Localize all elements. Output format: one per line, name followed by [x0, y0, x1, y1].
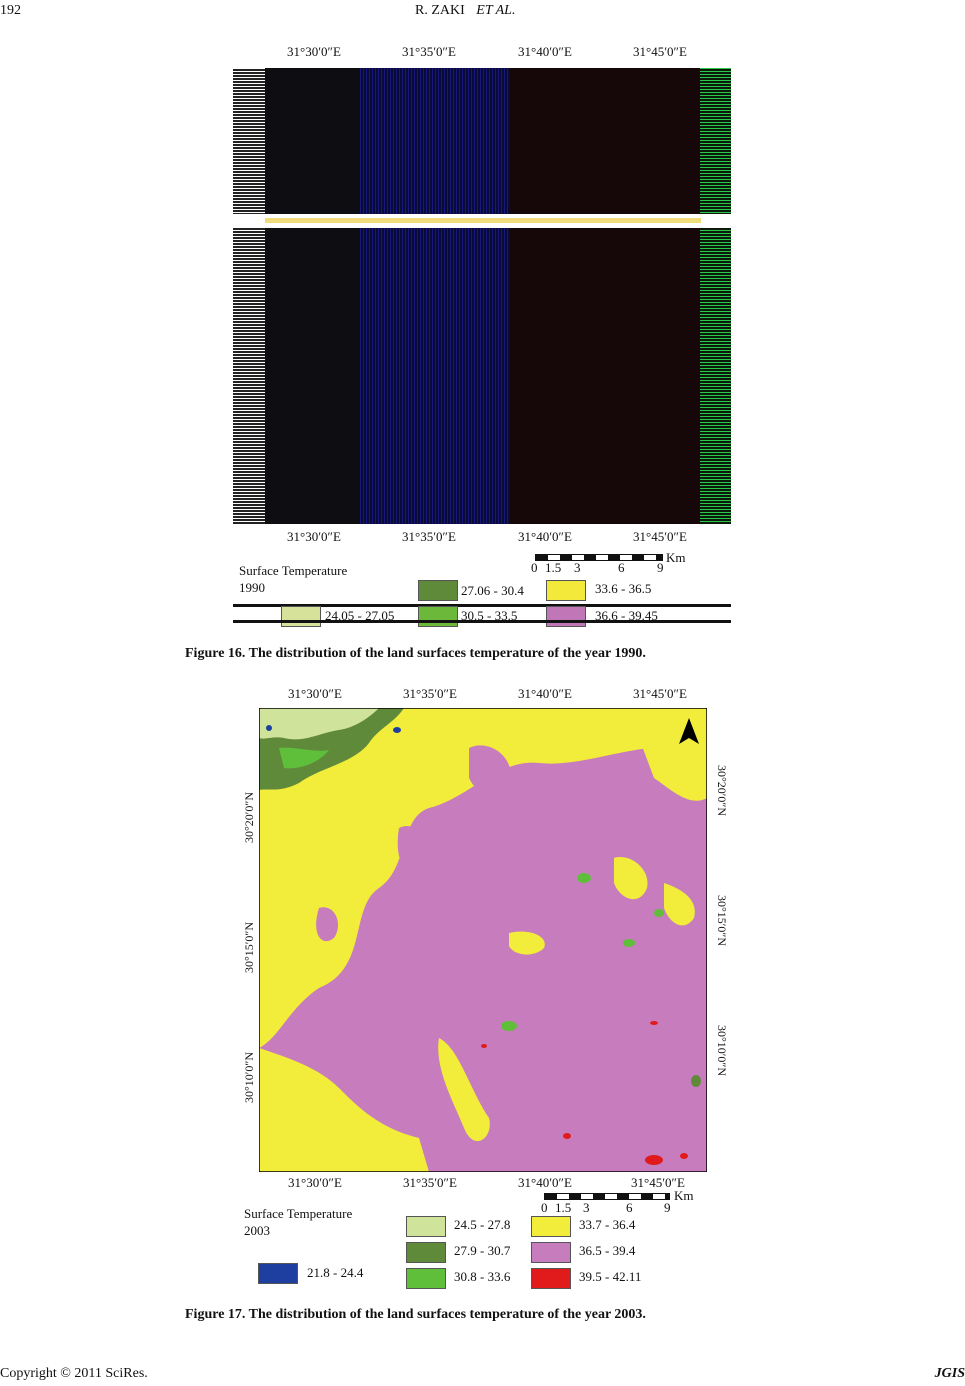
- figure-17-caption: Figure 17. The distribution of the land …: [185, 1307, 646, 1322]
- fig16-scale-label: 1.5: [545, 560, 562, 575]
- fig16-legend-title: Surface Temperature: [239, 563, 348, 578]
- fig17-legend-label: 30.8 - 33.6: [454, 1269, 511, 1284]
- fig17-bottom-tick: 31°45′0″E: [631, 1175, 685, 1190]
- fig17-legend-label: 24.5 - 27.8: [454, 1217, 511, 1232]
- fig17-legend-swatch: [258, 1263, 298, 1284]
- fig16-bottom-tick: 31°30′0″E: [287, 529, 341, 544]
- fig17-legend-label: 21.8 - 24.4: [307, 1265, 364, 1280]
- fig17-bottom-tick: 31°30′0″E: [288, 1175, 342, 1190]
- figure-16: 31°30′0″E 31°35′0″E 31°40′0″E 31°45′0″E …: [233, 40, 731, 630]
- footer-journal: JGIS: [934, 1366, 965, 1381]
- fig17-legend-swatch: [531, 1242, 571, 1263]
- fig17-right-tick: 30°20′0″N: [715, 765, 729, 817]
- fig16-top-tick: 31°45′0″E: [633, 44, 687, 59]
- fig16-legend-swatch: [418, 606, 458, 627]
- fig17-legend-label: 27.9 - 30.7: [454, 1243, 511, 1258]
- fig16-legend-swatch: [546, 580, 586, 601]
- fig16-scale-label: 9: [657, 560, 664, 575]
- fig17-bottom-tick: 31°40′0″E: [518, 1175, 572, 1190]
- fig17-top-tick: 31°35′0″E: [403, 686, 457, 701]
- fig16-map: [233, 68, 731, 524]
- fig16-legend-label: 30.5 - 33.5: [461, 608, 518, 623]
- fig17-left-tick: 30°20′0″N: [242, 791, 256, 843]
- fig16-bottom-tick: 31°35′0″E: [402, 529, 456, 544]
- fig17-legend-label: 39.5 - 42.11: [579, 1269, 642, 1284]
- fig17-top-tick: 31°45′0″E: [633, 686, 687, 701]
- fig16-top-tick: 31°30′0″E: [287, 44, 341, 59]
- fig17-top-tick: 31°30′0″E: [288, 686, 342, 701]
- fig16-scale-unit: Km: [666, 550, 686, 565]
- fig17-scale-label: 9: [664, 1200, 671, 1215]
- fig16-legend-label: 36.6 - 39.45: [595, 608, 658, 623]
- fig17-bottom-tick: 31°35′0″E: [403, 1175, 457, 1190]
- fig16-legend-swatch: [418, 580, 458, 601]
- fig17-left-tick: 30°15′0″N: [242, 921, 256, 973]
- running-title: R. ZAKI ET AL.: [415, 3, 515, 19]
- fig17-scale-label: 3: [583, 1200, 590, 1215]
- fig17-legend-year: 2003: [244, 1223, 270, 1238]
- fig17-right-tick: 30°15′0″N: [715, 895, 729, 947]
- fig17-legend-swatch: [406, 1242, 446, 1263]
- fig17-right-tick: 30°10′0″N: [715, 1025, 729, 1077]
- fig17-left-tick: 30°10′0″N: [242, 1051, 256, 1103]
- footer-copyright: Copyright © 2011 SciRes.: [0, 1366, 148, 1381]
- fig16-scale-bar: [535, 554, 663, 561]
- fig16-legend-year: 1990: [239, 580, 265, 595]
- fig16-legend-label: 27.06 - 30.4: [461, 583, 524, 598]
- fig17-top-tick: 31°40′0″E: [518, 686, 572, 701]
- fig17-scale-label: 0: [541, 1200, 548, 1215]
- fig16-top-tick: 31°40′0″E: [518, 44, 572, 59]
- fig17-legend-title: Surface Temperature: [244, 1206, 353, 1221]
- fig16-top-tick: 31°35′0″E: [402, 44, 456, 59]
- fig16-bottom-tick: 31°40′0″E: [518, 529, 572, 544]
- fig16-scale-label: 6: [618, 560, 625, 575]
- fig16-legend-label: 24.05 - 27.05: [325, 608, 395, 623]
- fig17-legend-swatch: [531, 1216, 571, 1237]
- fig17-legend-swatch: [531, 1268, 571, 1289]
- fig16-scale-label: 3: [574, 560, 581, 575]
- fig17-map: [259, 708, 707, 1172]
- fig16-legend-label: 33.6 - 36.5: [595, 581, 652, 596]
- page-number: 192: [0, 3, 21, 18]
- fig16-scale-label: 0: [531, 560, 538, 575]
- figure-16-caption: Figure 16. The distribution of the land …: [185, 646, 646, 661]
- fig17-scale-unit: Km: [674, 1188, 694, 1203]
- fig17-legend-label: 33.7 - 36.4: [579, 1217, 636, 1232]
- running-title-author: R. ZAKI: [415, 3, 465, 18]
- fig16-legend-swatch: [546, 606, 586, 627]
- fig16-bottom-tick: 31°45′0″E: [633, 529, 687, 544]
- running-title-etal: ET AL.: [476, 3, 516, 18]
- fig17-scale-bar: [544, 1193, 670, 1200]
- fig16-legend-swatch: [281, 606, 321, 627]
- fig17-scale-label: 1.5: [555, 1200, 572, 1215]
- fig17-legend-label: 36.5 - 39.4: [579, 1243, 636, 1258]
- fig17-legend-swatch: [406, 1216, 446, 1237]
- fig17-legend-swatch: [406, 1268, 446, 1289]
- figure-17: 31°30′0″E 31°35′0″E 31°40′0″E 31°45′0″E: [233, 683, 738, 1295]
- fig17-scale-label: 6: [626, 1200, 633, 1215]
